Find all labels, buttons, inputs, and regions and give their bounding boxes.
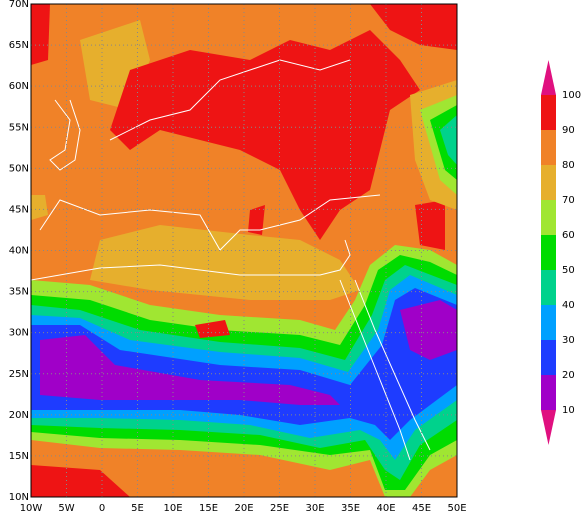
- colorbar-band: [541, 95, 556, 130]
- lat-tick-label: 25N: [9, 369, 29, 380]
- colorbar-label: 90: [562, 125, 575, 136]
- contour-fill: [31, 4, 50, 65]
- coastline: [31, 239, 351, 281]
- map-frame: [30, 3, 458, 498]
- lat-tick-label: 60N: [9, 81, 29, 92]
- lon-tick-label: 5W: [58, 503, 74, 514]
- coastline: [109, 59, 351, 141]
- lon-tick-label: 5E: [131, 503, 144, 514]
- lon-tick-label: 30E: [305, 503, 324, 514]
- colorbar-band: [541, 165, 556, 200]
- lat-tick-label: 55N: [9, 122, 29, 133]
- lon-tick-label: 50E: [447, 503, 466, 514]
- colorbar-label: 60: [562, 230, 575, 241]
- lon-tick-label: 10E: [163, 503, 182, 514]
- colorbar-label: 40: [562, 300, 575, 311]
- coastline: [354, 279, 431, 451]
- colorbar-band: [541, 305, 556, 340]
- contour-fill: [31, 195, 48, 220]
- coastline: [49, 99, 81, 171]
- colorbar-label: 100: [562, 90, 581, 101]
- lat-tick-label: 45N: [9, 204, 29, 215]
- lon-tick-label: 40E: [376, 503, 395, 514]
- colorbar-band: [541, 235, 556, 270]
- colorbar-label: 10: [562, 405, 575, 416]
- lon-tick-label: 15E: [199, 503, 218, 514]
- lat-tick-label: 15N: [9, 451, 29, 462]
- lat-tick-label: 40N: [9, 246, 29, 257]
- contour-fill: [248, 205, 265, 235]
- contour-fill: [110, 30, 420, 240]
- colorbar: 10 20 30 40 50 60 70 80 90 100: [541, 60, 581, 445]
- contour-fill: [31, 288, 457, 440]
- lon-tick-label: 0: [99, 503, 105, 514]
- lon-tick-label: 10W: [20, 503, 43, 514]
- colorbar-band: [541, 270, 556, 305]
- contour-fill: [31, 465, 130, 497]
- contour-fill: [440, 115, 457, 165]
- contour-fill: [415, 200, 445, 250]
- colorbar-label: 30: [562, 335, 575, 346]
- lat-tick-label: 50N: [9, 163, 29, 174]
- colorbar-label: 50: [562, 265, 575, 276]
- lat-tick-label: 10N: [9, 492, 29, 503]
- lat-tick-label: 30N: [9, 328, 29, 339]
- colorbar-over: [541, 60, 556, 95]
- colorbar-under: [541, 410, 556, 445]
- colorbar-label: 80: [562, 160, 575, 171]
- lat-tick-label: 20N: [9, 410, 29, 421]
- contour-fill: [400, 300, 457, 360]
- colorbar-band: [541, 130, 556, 165]
- contour-fill: [40, 335, 340, 405]
- contour-fill: [195, 320, 230, 338]
- lon-tick-label: 35E: [341, 503, 360, 514]
- colorbar-label: 20: [562, 370, 575, 381]
- lat-tick-label: 35N: [9, 287, 29, 298]
- lat-tick-label: 70N: [9, 0, 29, 10]
- contour-fill: [31, 445, 380, 497]
- lon-tick-label: 45E: [412, 503, 431, 514]
- lat-tick-label: 65N: [9, 40, 29, 51]
- colorbar-label: 70: [562, 195, 575, 206]
- colorbar-band: [541, 375, 556, 410]
- coastline: [339, 279, 411, 461]
- lon-tick-label: 25E: [270, 503, 289, 514]
- contour-fill: [370, 4, 457, 50]
- colorbar-band: [541, 200, 556, 235]
- contour-fill: [90, 225, 360, 300]
- colorbar-band: [541, 340, 556, 375]
- lon-tick-label: 20E: [234, 503, 253, 514]
